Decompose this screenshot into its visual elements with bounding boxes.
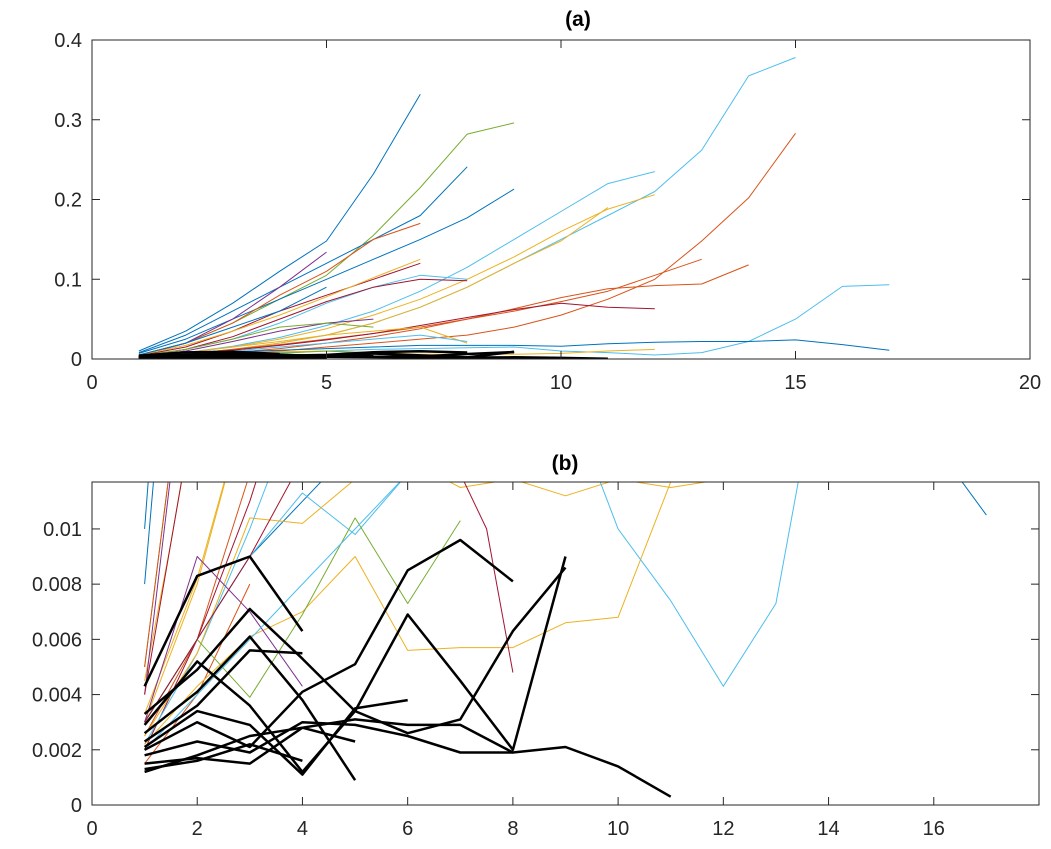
axis-ticks: 0 2 4 6 8 10 12 14 16 0 0.002 0.004 0.006 0.008 0.01 (32, 482, 1039, 840)
y-tick-label: 0 (71, 795, 82, 817)
x-tick-label: 12 (712, 818, 734, 840)
series-line-22 (961, 482, 987, 516)
y-tick-label: 0.002 (32, 740, 82, 762)
series-line-23 (143, 555, 304, 687)
x-tick-label: 14 (817, 818, 839, 840)
x-tick-label: 10 (607, 818, 629, 840)
x-tick-label: 4 (297, 818, 308, 840)
y-tick-label: 0.008 (32, 574, 82, 596)
series-group (138, 57, 890, 359)
series-line-7 (144, 482, 182, 695)
y-tick-label: 0.1 (54, 269, 82, 291)
x-tick-label: 0 (86, 818, 97, 840)
series-line-19 (144, 556, 303, 723)
series-line-13 (144, 482, 226, 723)
series-line-24 (144, 538, 514, 751)
series-line-3 (144, 482, 154, 585)
series-line-6 (144, 482, 171, 695)
series-line-8 (144, 482, 248, 737)
series-line-9 (144, 482, 257, 751)
series-line-14 (144, 482, 322, 723)
series-line-1 (144, 482, 149, 529)
y-tick-label: 0 (71, 349, 82, 371)
series-line-20 (144, 482, 514, 723)
x-tick-label: 8 (507, 818, 518, 840)
x-tick-label: 20 (1019, 372, 1041, 394)
series-line-11 (144, 482, 269, 745)
y-tick-label: 0.3 (54, 110, 82, 132)
series-line-27 (143, 566, 567, 774)
x-tick-label: 2 (192, 818, 203, 840)
series-line-1 (138, 93, 421, 352)
series-line-38 (138, 352, 327, 359)
series-line-31 (143, 698, 408, 776)
series-line-3 (138, 166, 468, 354)
y-tick-label: 0.006 (32, 629, 82, 651)
series-line-39 (138, 355, 280, 359)
axis-ticks: 0 5 10 15 20 0 0.1 0.2 0.3 0.4 (54, 30, 1041, 394)
series-group (143, 482, 987, 798)
series-line-21 (144, 482, 799, 751)
series-line-29 (144, 720, 513, 757)
series-line-32 (143, 635, 357, 781)
axes-box (91, 481, 1040, 806)
x-tick-label: 6 (402, 818, 413, 840)
series-line-17 (144, 482, 672, 745)
series-line-16 (144, 482, 709, 737)
y-tick-label: 0.004 (32, 685, 82, 707)
series-line-25 (143, 556, 567, 752)
x-tick-label: 5 (321, 372, 332, 394)
x-tick-label: 16 (923, 818, 945, 840)
series-line-2 (138, 122, 515, 356)
y-tick-label: 0.4 (54, 30, 82, 52)
series-line-23 (138, 286, 327, 356)
chart-title: (b) (552, 452, 579, 475)
chart-title: (a) (565, 8, 591, 31)
series-line-26 (143, 649, 303, 743)
chart-panel-a: (a) 0 5 10 15 20 0 0.1 0.2 0.3 0.4 (54, 8, 1041, 394)
series-line-28 (144, 718, 672, 798)
x-tick-label: 10 (550, 372, 572, 394)
y-tick-label: 0.2 (54, 190, 82, 212)
series-line-10 (144, 482, 225, 715)
series-line-5 (144, 482, 169, 668)
x-tick-label: 0 (86, 372, 97, 394)
series-line-7 (138, 171, 655, 358)
y-tick-label: 0.01 (43, 519, 82, 541)
series-line-20 (138, 339, 890, 358)
series-line-22 (138, 322, 374, 357)
series-line-30 (144, 726, 356, 774)
chart-panel-b: (b) 0 2 4 6 8 10 12 14 16 0 0.002 0.004 0.006 0.008 0.… (32, 452, 1040, 840)
series-line-10 (138, 222, 421, 356)
series-line-5 (138, 57, 796, 358)
x-tick-label: 15 (784, 372, 806, 394)
series-line-13 (138, 258, 421, 356)
series-line-33 (144, 743, 303, 771)
series-line-4 (144, 482, 182, 681)
series-line-4 (138, 188, 515, 354)
